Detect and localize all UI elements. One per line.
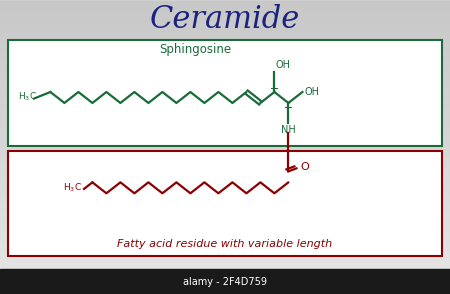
Text: Ceramide: Ceramide — [150, 4, 300, 35]
Text: Sphingosine: Sphingosine — [159, 43, 231, 56]
Text: alamy - 2F4D759: alamy - 2F4D759 — [183, 277, 267, 287]
Text: NH: NH — [281, 125, 296, 135]
FancyBboxPatch shape — [8, 151, 442, 256]
Text: OH: OH — [304, 87, 320, 97]
FancyBboxPatch shape — [8, 40, 442, 146]
Text: O: O — [301, 162, 309, 172]
Bar — [0, 269, 450, 294]
Text: $\mathsf{H_3C}$: $\mathsf{H_3C}$ — [18, 90, 37, 103]
Text: OH: OH — [275, 60, 290, 70]
Text: $\mathsf{H_3C}$: $\mathsf{H_3C}$ — [63, 182, 82, 194]
Text: Fatty acid residue with variable length: Fatty acid residue with variable length — [117, 239, 333, 249]
